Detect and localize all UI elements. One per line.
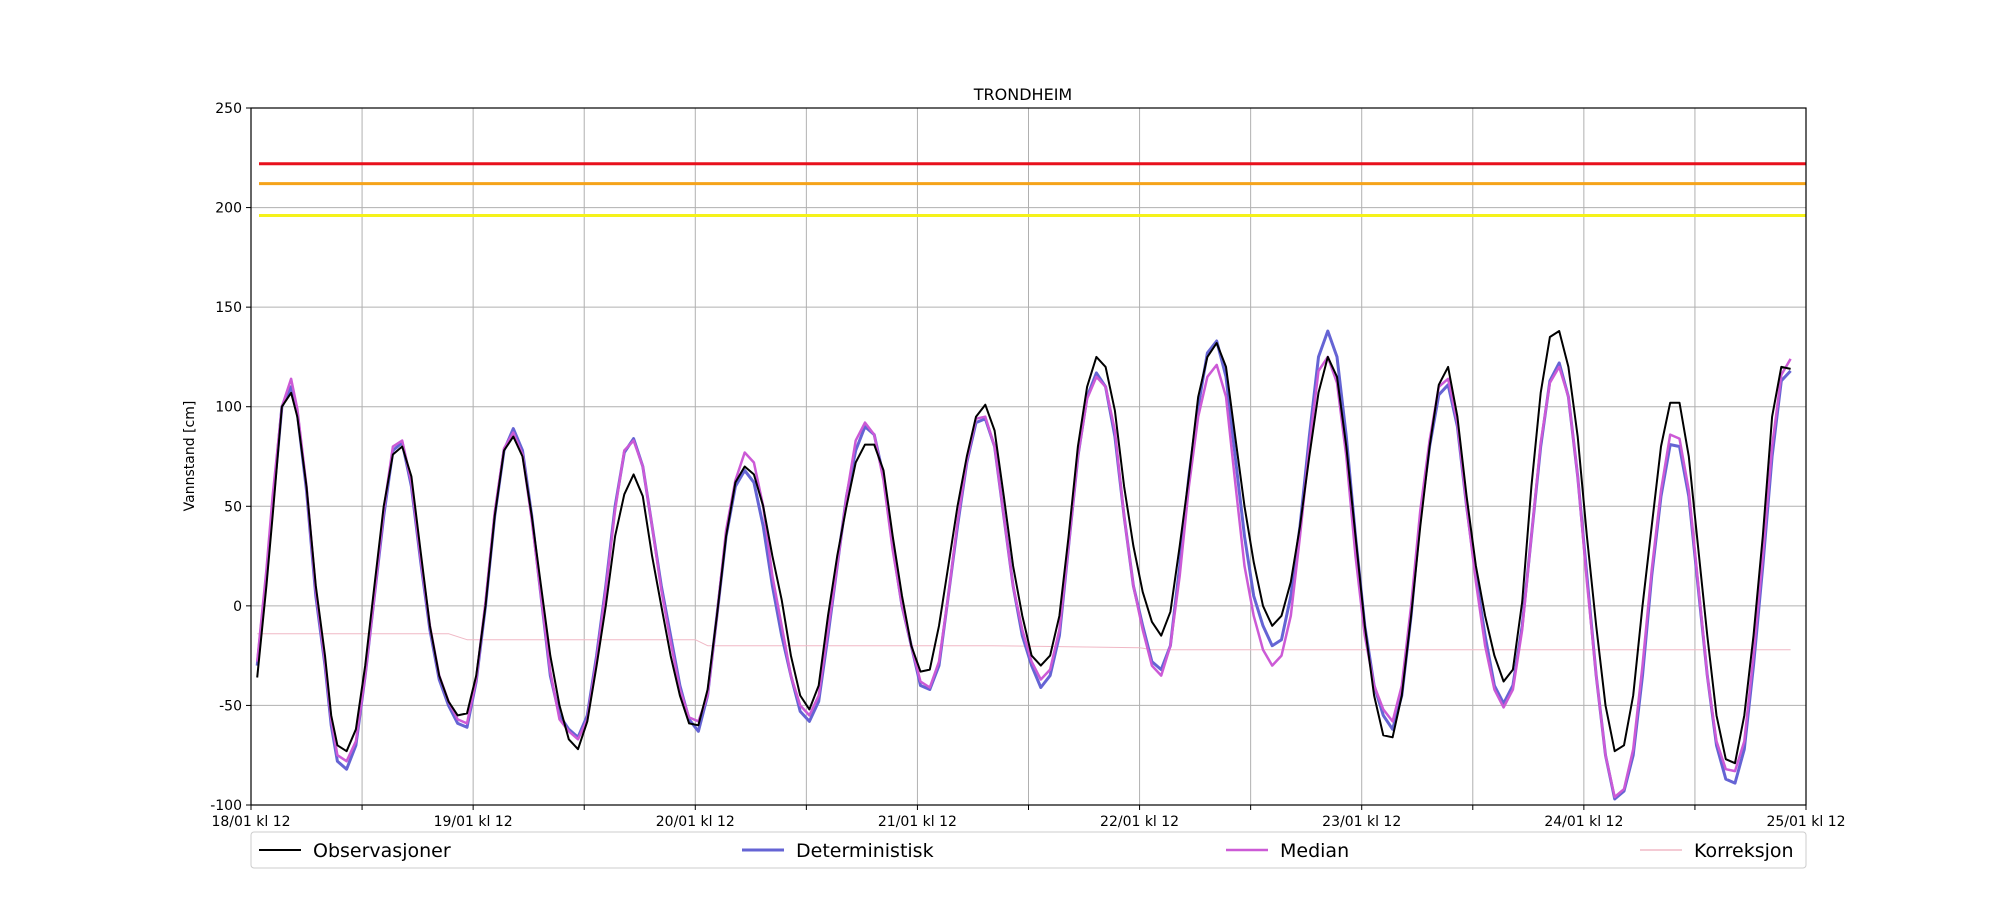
x-axis: 18/01 kl 12 19/01 kl 12 20/01 kl 12 21/01 k… (211, 805, 1846, 830)
legend: Observasjoner Deterministisk Median Korreks… (250, 831, 1807, 869)
y-tick-label: -100 (210, 798, 242, 814)
y-tick-label: 0 (233, 599, 242, 615)
y-tick-label: -50 (219, 698, 242, 714)
y-axis: -100 -50 0 50 100 150 200 250 (210, 101, 251, 814)
y-tick-label: 200 (215, 201, 242, 217)
y-tick-label: 150 (215, 300, 242, 316)
legend-label: Median (1280, 840, 1349, 862)
threshold-lines (259, 162, 1806, 218)
x-tick-label: 19/01 kl 12 (434, 814, 513, 830)
legend-label: Deterministisk (796, 840, 934, 862)
y-tick-label: 250 (215, 101, 242, 117)
series-line-korreksjon (257, 633, 1791, 651)
x-tick-label: 21/01 kl 12 (878, 814, 957, 830)
legend-label: Korreksjon (1694, 840, 1794, 862)
gridlines (251, 108, 1806, 805)
chart-title: TRONDHEIM (973, 85, 1072, 104)
plot-area (255, 329, 1792, 801)
y-tick-label: 50 (224, 499, 242, 515)
y-axis-label: Vannstand [cm] (182, 401, 198, 512)
x-tick-label: 20/01 kl 12 (656, 814, 735, 830)
x-tick-label: 24/01 kl 12 (1544, 814, 1623, 830)
legend-label: Observasjoner (313, 840, 451, 862)
series-line-deterministisk (255, 329, 1792, 801)
series-line-median (255, 355, 1792, 799)
x-tick-label: 23/01 kl 12 (1322, 814, 1401, 830)
legend-box (250, 831, 1807, 869)
series-line-observasjoner (256, 330, 1791, 765)
x-tick-label: 22/01 kl 12 (1100, 814, 1179, 830)
y-tick-label: 100 (215, 400, 242, 416)
x-tick-label: 18/01 kl 12 (211, 814, 290, 830)
x-tick-label: 25/01 kl 12 (1766, 814, 1845, 830)
